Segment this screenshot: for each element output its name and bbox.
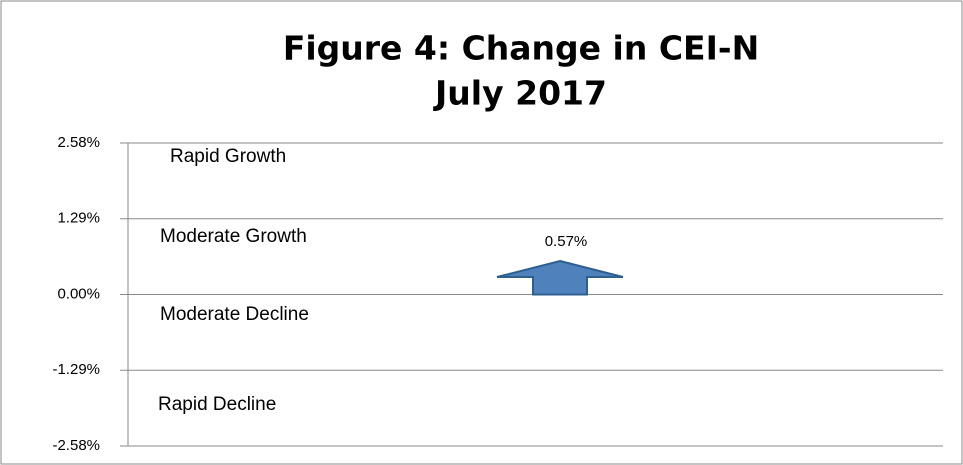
arrow (496, 259, 624, 296)
zone-label: Moderate Decline (160, 304, 309, 325)
zone-label: Moderate Growth (160, 226, 307, 247)
y-tick-label: -2.58% (52, 437, 100, 454)
chart-subtitle: July 2017 (433, 74, 607, 113)
y-tick-label: -1.29% (52, 361, 100, 378)
y-tick-label: 1.29% (57, 210, 100, 227)
chart-title: Figure 4: Change in CEI-N (283, 29, 759, 68)
value-label: 0.57% (545, 233, 588, 250)
zone-label: Rapid Decline (158, 394, 276, 415)
y-tick-label: 2.58% (57, 134, 100, 151)
zone-label: Rapid Growth (170, 146, 286, 167)
y-tick-label: 0.00% (57, 285, 100, 302)
